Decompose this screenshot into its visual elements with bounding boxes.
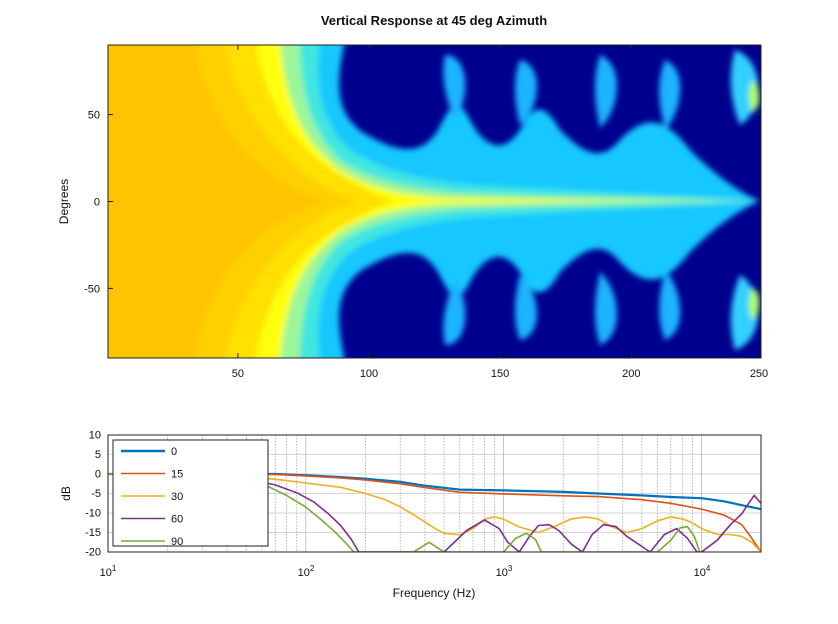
series-line-60 <box>108 473 761 552</box>
legend-label: 15 <box>171 469 183 481</box>
series-line-15 <box>108 473 761 552</box>
heatmap-y-label: Degrees <box>57 179 71 224</box>
legend-box <box>112 439 269 547</box>
legend-label: 90 <box>171 536 183 548</box>
heatmap-x-tick: 200 <box>622 368 640 380</box>
line-y-tick: 0 <box>95 469 101 481</box>
line-x-tick: 102 <box>298 564 315 579</box>
heatmap-x-tick: 50 <box>232 368 244 380</box>
line-x-tick: 103 <box>496 564 513 579</box>
heatmap-plot <box>107 44 762 359</box>
heatmap-lobe <box>515 275 537 340</box>
line-y-tick: 10 <box>89 430 101 442</box>
heatmap-y-axis: 50 0 -50 Degrees <box>57 110 761 295</box>
heatmap-y-tick: 0 <box>94 197 100 209</box>
heatmap-lobe <box>595 272 617 345</box>
line-plot-y-axis: 10 5 0 -5 -10 -15 -20 dB <box>59 430 101 559</box>
line-y-tick: -20 <box>85 547 101 559</box>
line-plot-frame <box>107 434 762 553</box>
line-plot-series <box>108 472 761 552</box>
legend-label: 30 <box>171 491 183 503</box>
legend-label: 60 <box>171 514 183 526</box>
heatmap-lobe <box>443 280 466 345</box>
heatmap-title: Vertical Response at 45 deg Azimuth <box>321 13 547 28</box>
line-plot: 10 5 0 -5 -10 -15 -20 dB 101 102 103 104… <box>59 430 762 600</box>
heatmap-band-orange <box>108 45 325 358</box>
heatmap-x-tick: 250 <box>750 368 768 380</box>
line-x-tick: 104 <box>694 564 711 579</box>
heatmap-lobe <box>515 60 537 125</box>
heatmap-lobe <box>443 55 466 120</box>
heatmap-lobe <box>659 270 681 340</box>
line-y-tick: -15 <box>85 527 101 539</box>
legend-label: 0 <box>171 446 177 458</box>
line-y-tick: 5 <box>95 449 101 461</box>
heatmap-y-tick: 50 <box>88 110 100 122</box>
heatmap-x-tick: 100 <box>360 368 378 380</box>
line-y-label: dB <box>59 486 73 501</box>
heatmap-lobe <box>749 80 760 112</box>
line-plot-x-axis: 101 102 103 104 Frequency (Hz) <box>100 564 711 600</box>
legend: 0 15 30 60 90 <box>112 439 269 548</box>
heatmap-lobe <box>595 55 617 128</box>
line-x-label: Frequency (Hz) <box>393 586 476 600</box>
series-line-30 <box>108 473 761 552</box>
heatmap-field <box>108 45 760 358</box>
series-line-90 <box>108 473 701 552</box>
heatmap-y-tick: -50 <box>84 283 100 295</box>
heatmap-x-axis: 50 100 150 200 250 <box>232 45 768 380</box>
heatmap-x-tick: 150 <box>491 368 509 380</box>
heatmap-lobe <box>749 288 760 320</box>
line-y-tick: -10 <box>85 508 101 520</box>
heatmap-lobe <box>659 60 681 130</box>
line-x-tick: 101 <box>100 564 117 579</box>
line-y-tick: -5 <box>91 488 101 500</box>
